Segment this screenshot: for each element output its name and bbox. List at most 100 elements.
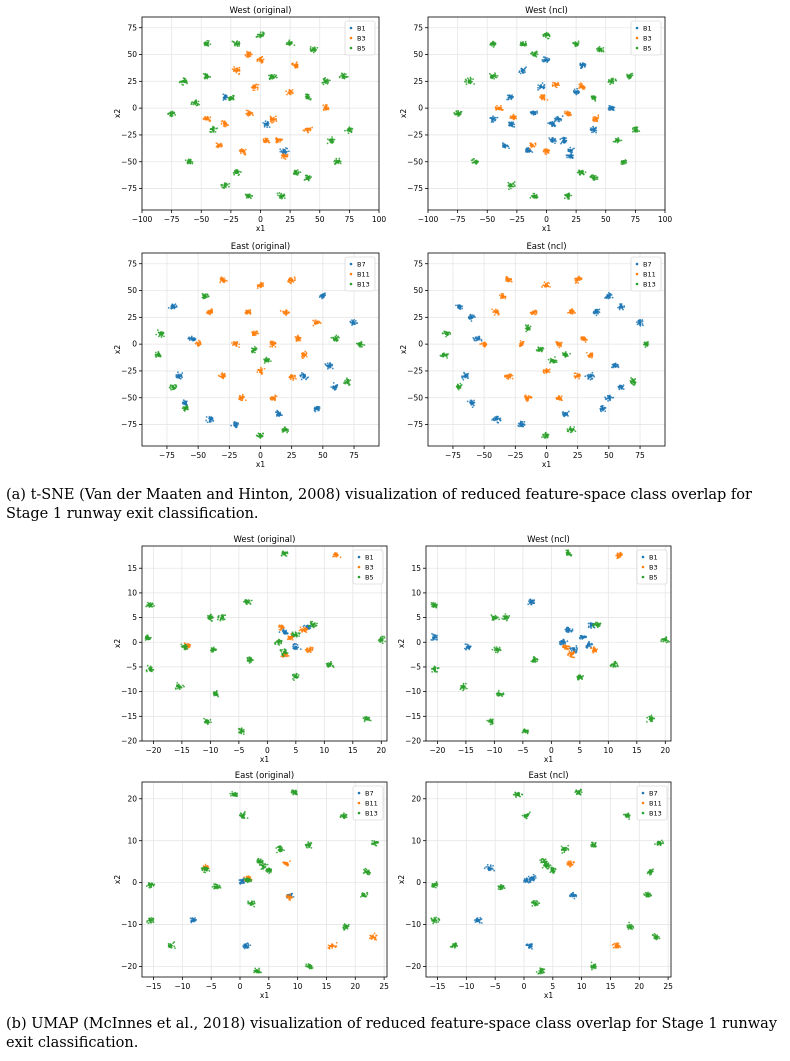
data-point	[253, 334, 255, 336]
data-point	[510, 98, 512, 100]
data-point	[181, 374, 183, 376]
data-point	[327, 142, 329, 144]
data-point	[569, 156, 571, 158]
data-point	[232, 95, 234, 97]
data-point	[511, 281, 513, 283]
data-point	[526, 151, 528, 153]
data-point	[194, 103, 196, 105]
y-tick-label: 0	[132, 104, 137, 113]
data-point	[310, 99, 312, 101]
data-point	[640, 322, 642, 324]
data-point	[326, 365, 328, 367]
data-point	[250, 196, 252, 198]
data-point	[210, 128, 212, 130]
data-point	[294, 375, 296, 377]
data-point	[305, 352, 307, 354]
data-point	[244, 154, 246, 156]
data-point	[557, 342, 559, 344]
data-point	[334, 160, 336, 162]
data-point	[613, 106, 615, 108]
data-point	[204, 297, 206, 299]
data-point	[301, 372, 303, 374]
data-point	[619, 306, 621, 308]
data-point	[170, 111, 172, 113]
data-point	[621, 307, 623, 309]
data-point	[340, 161, 342, 163]
data-point	[503, 145, 505, 147]
data-point	[473, 340, 475, 342]
data-point	[509, 186, 511, 188]
data-point	[311, 127, 313, 129]
data-point	[279, 139, 281, 141]
data-point	[570, 311, 572, 313]
data-point	[238, 45, 240, 47]
data-point	[253, 87, 255, 89]
data-point	[608, 395, 610, 397]
data-point	[260, 371, 262, 373]
data-point	[609, 81, 611, 83]
data-point	[348, 132, 350, 134]
data-point	[495, 418, 497, 420]
data-point	[502, 295, 504, 297]
data-point	[289, 90, 291, 92]
data-point	[233, 423, 235, 425]
data-point	[184, 79, 186, 81]
data-point	[338, 337, 340, 339]
data-point	[171, 115, 173, 117]
data-point	[270, 75, 272, 77]
data-point	[270, 360, 272, 362]
data-point	[313, 47, 315, 49]
data-point	[523, 341, 525, 343]
data-point	[209, 420, 211, 422]
data-point	[242, 396, 244, 398]
data-point	[351, 323, 353, 325]
data-point	[255, 84, 257, 86]
data-point	[247, 56, 249, 58]
data-point	[160, 355, 162, 357]
data-point	[474, 402, 476, 404]
data-point	[561, 395, 563, 397]
data-point	[188, 160, 190, 162]
data-point	[274, 74, 276, 76]
data-point	[546, 57, 548, 59]
data-point	[257, 36, 259, 38]
data-point	[602, 49, 604, 51]
data-point	[260, 368, 262, 370]
data-point	[573, 92, 575, 94]
data-point	[223, 281, 225, 283]
data-point	[185, 82, 187, 84]
data-point	[491, 75, 493, 77]
data-point	[174, 114, 176, 116]
data-point	[273, 120, 275, 122]
data-point	[294, 336, 296, 338]
y-tick-label: 75	[127, 259, 137, 268]
data-point	[336, 340, 338, 342]
data-point	[264, 125, 266, 127]
data-point	[192, 104, 194, 106]
data-point	[340, 163, 342, 165]
data-point	[168, 307, 170, 309]
y-tick-label: −75	[121, 420, 137, 429]
data-point	[167, 113, 169, 115]
data-point	[642, 321, 644, 323]
data-point	[245, 113, 247, 115]
data-point	[563, 139, 565, 141]
data-point	[262, 122, 264, 124]
data-point	[296, 64, 298, 66]
data-point	[305, 177, 307, 179]
data-point	[543, 87, 545, 89]
data-point	[546, 61, 548, 63]
data-point	[549, 286, 551, 288]
data-point	[295, 170, 297, 172]
data-point	[222, 378, 224, 380]
data-point	[504, 296, 506, 298]
data-point	[234, 42, 236, 44]
data-point	[530, 150, 532, 152]
data-point	[576, 376, 578, 378]
data-point	[249, 114, 251, 116]
data-point	[620, 386, 622, 388]
data-point	[212, 420, 214, 422]
data-point	[552, 85, 554, 87]
data-point	[288, 43, 290, 45]
data-point	[306, 128, 308, 130]
